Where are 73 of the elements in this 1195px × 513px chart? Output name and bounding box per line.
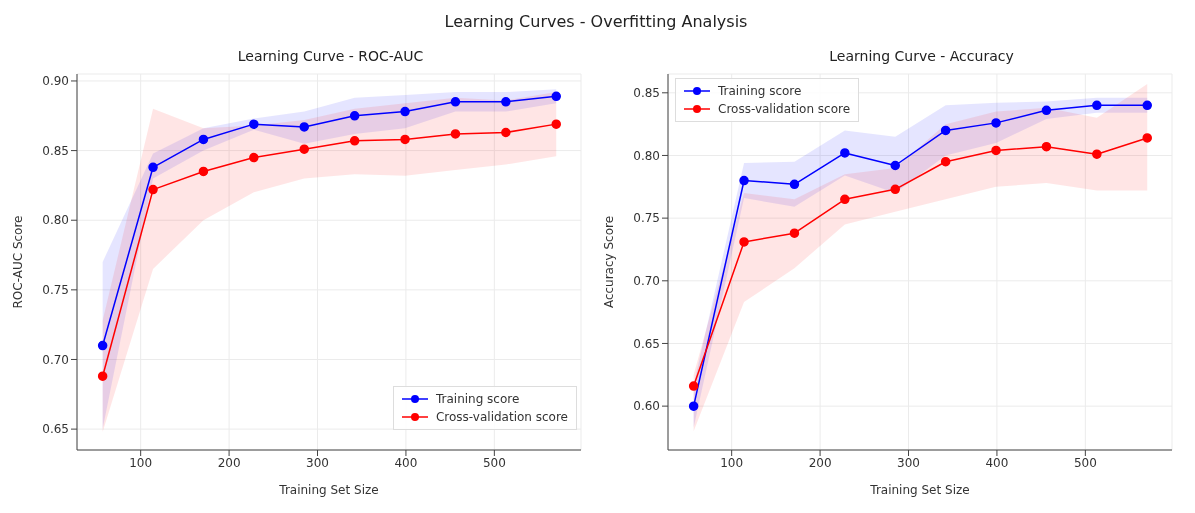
point xyxy=(148,184,158,195)
x-tick-label: 100 xyxy=(129,455,153,470)
point xyxy=(299,122,309,132)
point xyxy=(1142,133,1152,143)
legend-label: Training score xyxy=(718,83,802,100)
legend-label: Cross-validation score xyxy=(435,409,568,426)
y-tick-label: 0.75 xyxy=(633,211,660,226)
y-tick-label: 0.65 xyxy=(633,336,660,351)
point xyxy=(991,118,1001,128)
x-tick-label: 400 xyxy=(985,455,1009,470)
point xyxy=(688,381,699,391)
point xyxy=(551,119,561,129)
x-tick-label: 200 xyxy=(217,455,241,470)
y-tick-label: 0.70 xyxy=(633,274,660,289)
point xyxy=(789,228,800,238)
point xyxy=(940,156,951,167)
point xyxy=(198,166,209,177)
y-tick-label: 0.75 xyxy=(42,283,69,298)
point xyxy=(1041,141,1052,152)
point xyxy=(1092,100,1102,111)
point xyxy=(349,111,360,121)
x-axis-title: Training Set Size xyxy=(869,483,970,497)
point xyxy=(1092,149,1102,159)
y-tick-label: 0.65 xyxy=(42,422,69,437)
x-tick-label: 100 xyxy=(720,455,744,470)
point xyxy=(198,134,209,145)
chart-title: Learning Curve - Accuracy xyxy=(828,48,1015,66)
point xyxy=(299,144,309,154)
x-tick-label: 400 xyxy=(394,455,418,470)
point xyxy=(1142,100,1152,111)
y-axis-title: Accuracy Score xyxy=(602,215,617,309)
y-tick-label: 0.70 xyxy=(42,352,69,367)
point xyxy=(688,401,699,411)
point xyxy=(349,136,360,146)
point xyxy=(148,162,158,173)
point xyxy=(940,125,951,136)
x-tick-label: 300 xyxy=(897,455,920,470)
point xyxy=(789,179,800,190)
x-tick-label: 200 xyxy=(808,455,832,470)
chart-title: Learning Curve - ROC-AUC xyxy=(236,48,425,66)
point xyxy=(400,134,410,145)
x-tick-label: 300 xyxy=(306,455,329,470)
point xyxy=(249,152,259,163)
point xyxy=(840,148,850,158)
y-tick-label: 0.85 xyxy=(633,86,660,101)
point xyxy=(991,145,1001,156)
legend-label: Training score xyxy=(435,391,520,408)
point xyxy=(450,97,461,107)
point xyxy=(249,119,259,129)
legend-label: Cross-validation score xyxy=(718,101,851,118)
point xyxy=(840,194,850,205)
x-tick-label: 500 xyxy=(482,455,506,470)
point xyxy=(97,371,108,381)
point xyxy=(890,160,900,171)
point xyxy=(890,184,900,195)
point xyxy=(739,237,749,247)
y-tick-label: 0.85 xyxy=(42,143,69,158)
point xyxy=(501,127,511,138)
point xyxy=(450,129,461,139)
point xyxy=(1041,105,1052,116)
point xyxy=(739,175,749,186)
point xyxy=(551,91,561,102)
text: Learning Curves - Overfitting Analysis xyxy=(443,11,749,33)
x-tick-label: 500 xyxy=(1073,455,1097,470)
point xyxy=(97,340,108,351)
point xyxy=(400,106,410,117)
y-tick-label: 0.60 xyxy=(633,399,660,414)
y-tick-label: 0.80 xyxy=(633,148,660,163)
x-axis-title: Training Set Size xyxy=(278,483,379,497)
point xyxy=(501,97,511,107)
y-axis-title: ROC-AUC Score xyxy=(11,215,26,309)
y-tick-label: 0.80 xyxy=(42,213,69,228)
y-tick-label: 0.90 xyxy=(42,74,69,89)
